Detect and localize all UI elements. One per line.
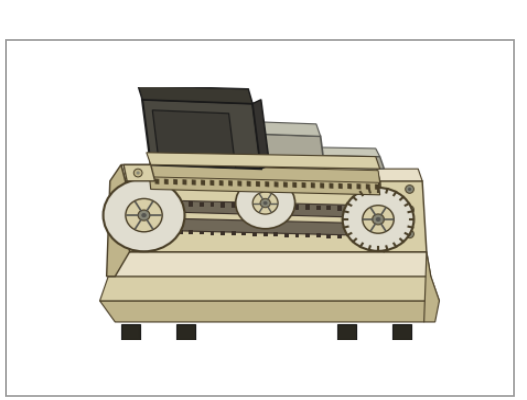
- Text: Idler: Idler: [87, 350, 118, 364]
- Text: Timing belt: Timing belt: [227, 350, 305, 364]
- Text: Miniature linear guide: Miniature linear guide: [126, 85, 279, 99]
- Text: [Fig.5] Example of extraction robot low cost automation element unit: [Fig.5] Example of extraction robot low …: [6, 8, 527, 23]
- Text: Timing pulley: Timing pulley: [288, 85, 382, 99]
